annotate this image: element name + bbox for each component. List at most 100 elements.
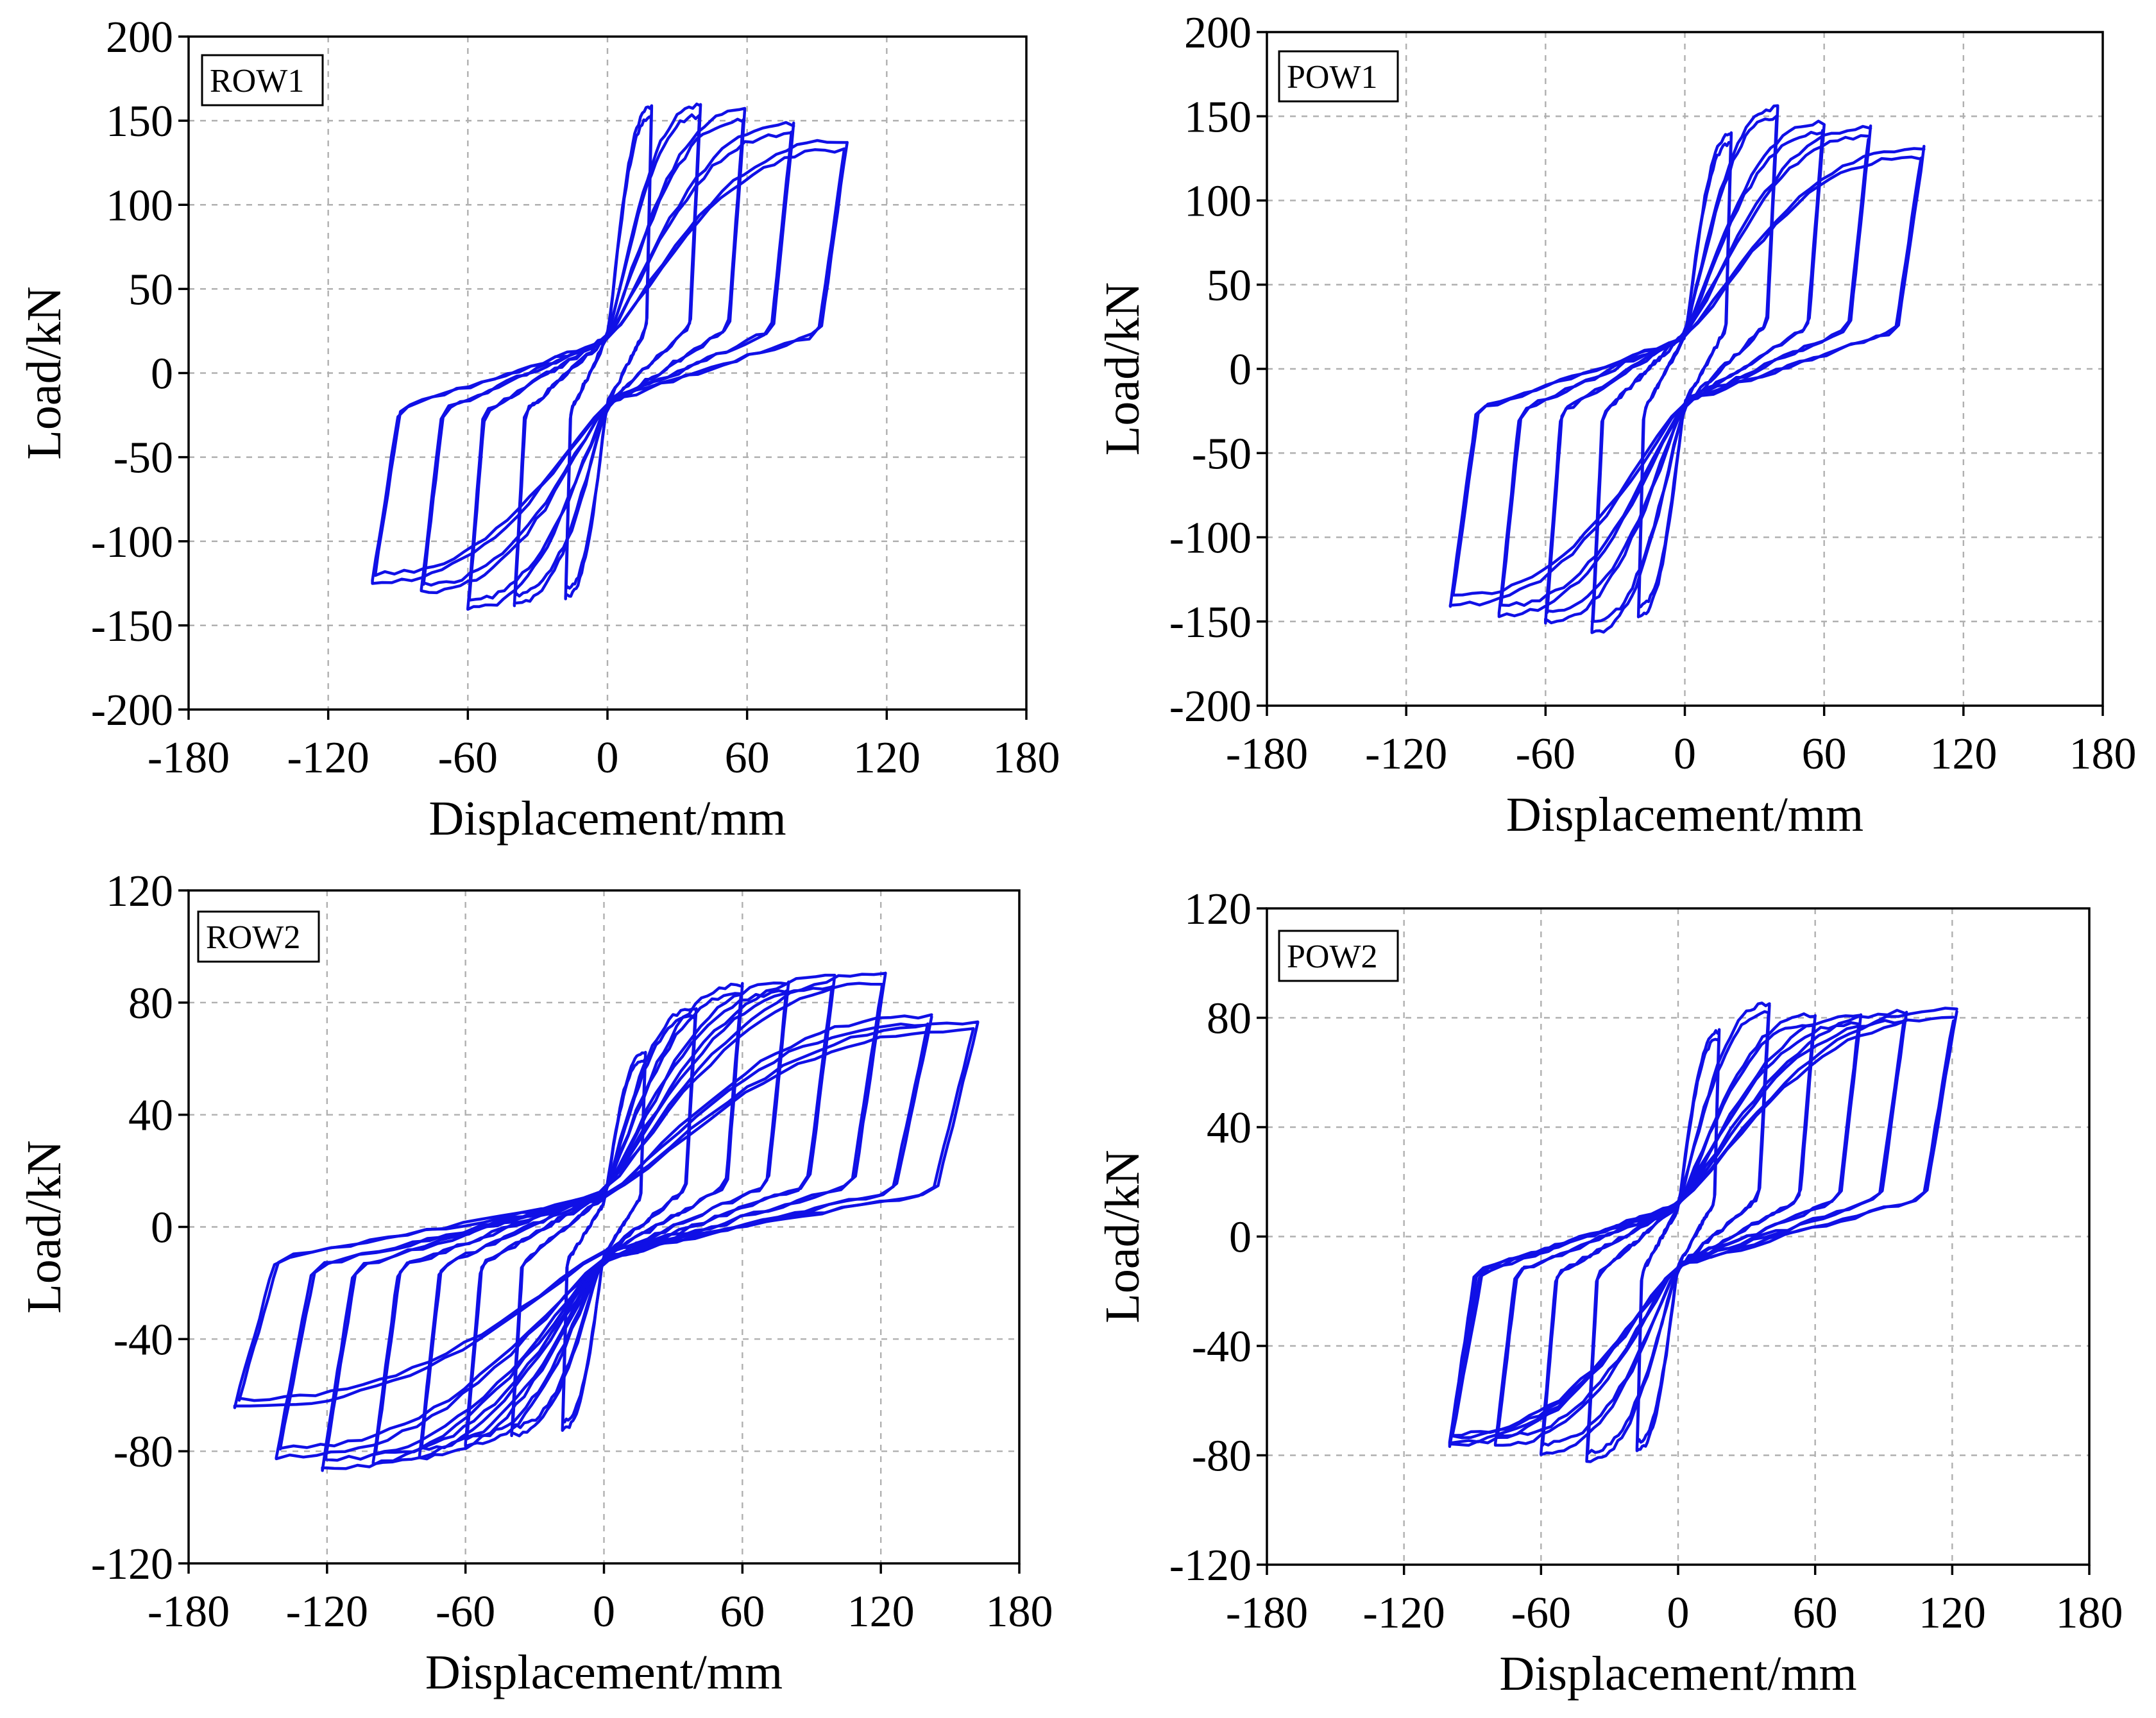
y-tick-label: -150 (91, 602, 173, 651)
panel-label-box (197, 910, 320, 963)
y-tick-label: -120 (1169, 1541, 1252, 1590)
y-tick-label: 100 (106, 181, 173, 230)
x-tick-label: 0 (593, 1587, 615, 1637)
curves-pow1 (1448, 104, 1926, 634)
panel-label-box (1278, 50, 1399, 103)
y-tick-label: 200 (106, 13, 173, 62)
panel-label-box (1278, 930, 1399, 982)
y-tick-label: -40 (1192, 1322, 1252, 1372)
y-tick-label: -80 (1192, 1432, 1252, 1481)
y-tick-label: -200 (1169, 682, 1252, 731)
hysteresis-loop-row1-1 (564, 114, 653, 590)
x-axis-title: Displacement/mm (425, 1646, 783, 1699)
x-tick-label: 180 (993, 733, 1060, 783)
y-tick-label: 40 (1207, 1103, 1252, 1153)
y-tick-label: 100 (1184, 177, 1252, 226)
hysteresis-loop-pow2-6 (1448, 1007, 1958, 1449)
x-axis-title: Displacement/mm (429, 792, 786, 846)
x-tick-label: -60 (1511, 1588, 1571, 1638)
x-tick-label: 60 (1802, 729, 1847, 779)
y-tick-label: 80 (128, 979, 173, 1028)
hysteresis-loop-row2-6 (324, 982, 884, 1462)
y-tick-label: -40 (114, 1315, 173, 1365)
grid-row1 (189, 37, 1026, 710)
hysteresis-loop-pow2-2 (1586, 1010, 1770, 1456)
y-tick-label: -120 (91, 1540, 173, 1589)
y-tick-label: -150 (1169, 598, 1252, 647)
grid-pow2 (1267, 908, 2089, 1565)
y-tick-label: 0 (1229, 1213, 1252, 1263)
x-tick-label: 60 (1793, 1588, 1838, 1638)
hysteresis-loop-pow1-3 (1545, 129, 1824, 614)
panel-label-text: ROW2 (206, 919, 300, 956)
panel-label-text: ROW1 (210, 63, 304, 99)
panel-label-text: POW1 (1287, 59, 1378, 96)
y-tick-label: -80 (114, 1427, 173, 1477)
y-tick-label: 150 (106, 97, 173, 146)
hysteresis-loop-row2-7 (278, 1022, 929, 1451)
x-tick-label: 60 (725, 733, 770, 783)
curves-row1 (371, 102, 849, 611)
y-tick-label: 150 (1184, 92, 1252, 142)
y-tick-label: -100 (91, 518, 173, 567)
hysteresis-loop-pow1-5 (1452, 155, 1923, 597)
hysteresis-loop-row1-5 (373, 147, 846, 577)
y-axis-title: Load/kN (17, 286, 71, 459)
y-axis-title: Load/kN (1096, 282, 1150, 455)
x-tick-label: 120 (1930, 729, 1997, 779)
x-tick-label: -120 (1365, 729, 1447, 779)
panel-label-pow1: POW1 (1278, 50, 1399, 103)
x-tick-label: -180 (1226, 1588, 1308, 1638)
hysteresis-loop-row2-1 (561, 1057, 647, 1424)
x-tick-label: -180 (148, 1587, 230, 1637)
panel-label-text: POW2 (1287, 939, 1378, 975)
hysteresis-loop-row1-4 (422, 130, 793, 587)
x-tick-label: 0 (1667, 1588, 1690, 1638)
x-tick-label: 180 (2056, 1588, 2123, 1638)
hysteresis-loop-row1-3 (468, 117, 745, 602)
x-tick-label: -120 (1363, 1588, 1445, 1638)
x-tick-label: 0 (597, 733, 619, 783)
y-tick-label: 0 (1229, 345, 1252, 395)
hysteresis-loop-pow2-1 (1636, 1037, 1720, 1444)
curves-pow2 (1448, 1001, 1958, 1463)
x-tick-label: -120 (286, 1587, 368, 1637)
y-tick-label: -200 (91, 686, 173, 735)
panel-pow1: -180 -120 -60 0 60 120 180 200 150 100 50 0 -50 -100 -… (1096, 8, 2137, 842)
y-tick-label: 50 (1207, 261, 1252, 310)
hysteresis-loop-pow1-1 (1637, 140, 1733, 609)
y-tick-label: 200 (1184, 8, 1252, 58)
panel-row1: -180 -120 -60 0 60 120 180 200 150 100 50 0 -50 -100 -… (17, 13, 1060, 846)
hysteresis-loop-row2-8 (237, 1027, 975, 1402)
x-tick-label: 180 (2069, 729, 2137, 779)
y-tick-label: 120 (1184, 885, 1252, 934)
hysteresis-loop-row2-8 (233, 1020, 980, 1409)
hysteresis-loop-pow1-4 (1500, 134, 1870, 608)
y-axis-title: Load/kN (17, 1140, 71, 1313)
hysteresis-loop-row2-2 (511, 1014, 697, 1429)
grid-pow1 (1267, 32, 2103, 706)
x-tick-label: -180 (148, 733, 230, 783)
y-tick-label: 40 (128, 1091, 173, 1141)
y-tick-label: -100 (1169, 514, 1252, 563)
x-axis-title: Displacement/mm (1499, 1647, 1856, 1701)
x-tick-label: -60 (438, 733, 498, 783)
y-axis-title: Load/kN (1096, 1150, 1150, 1323)
curves-row2 (233, 971, 980, 1472)
y-tick-label: 0 (151, 350, 173, 399)
y-tick-label: 120 (106, 867, 173, 916)
y-tick-label: 0 (151, 1203, 173, 1253)
x-tick-label: 60 (720, 1587, 765, 1637)
y-tick-label: 80 (1207, 994, 1252, 1044)
ticks-row1: -180 -120 -60 0 60 120 180 200 150 100 50 0 -50 -100 -… (91, 13, 1060, 783)
panel-label-row2: ROW2 (197, 910, 320, 963)
x-tick-label: -120 (287, 733, 369, 783)
grid-row2 (189, 890, 1019, 1563)
x-tick-label: 120 (1919, 1588, 1986, 1638)
x-tick-label: -60 (1516, 729, 1575, 779)
ticks-pow1: -180 -120 -60 0 60 120 180 200 150 100 50 0 -50 -100 -… (1169, 8, 2137, 779)
